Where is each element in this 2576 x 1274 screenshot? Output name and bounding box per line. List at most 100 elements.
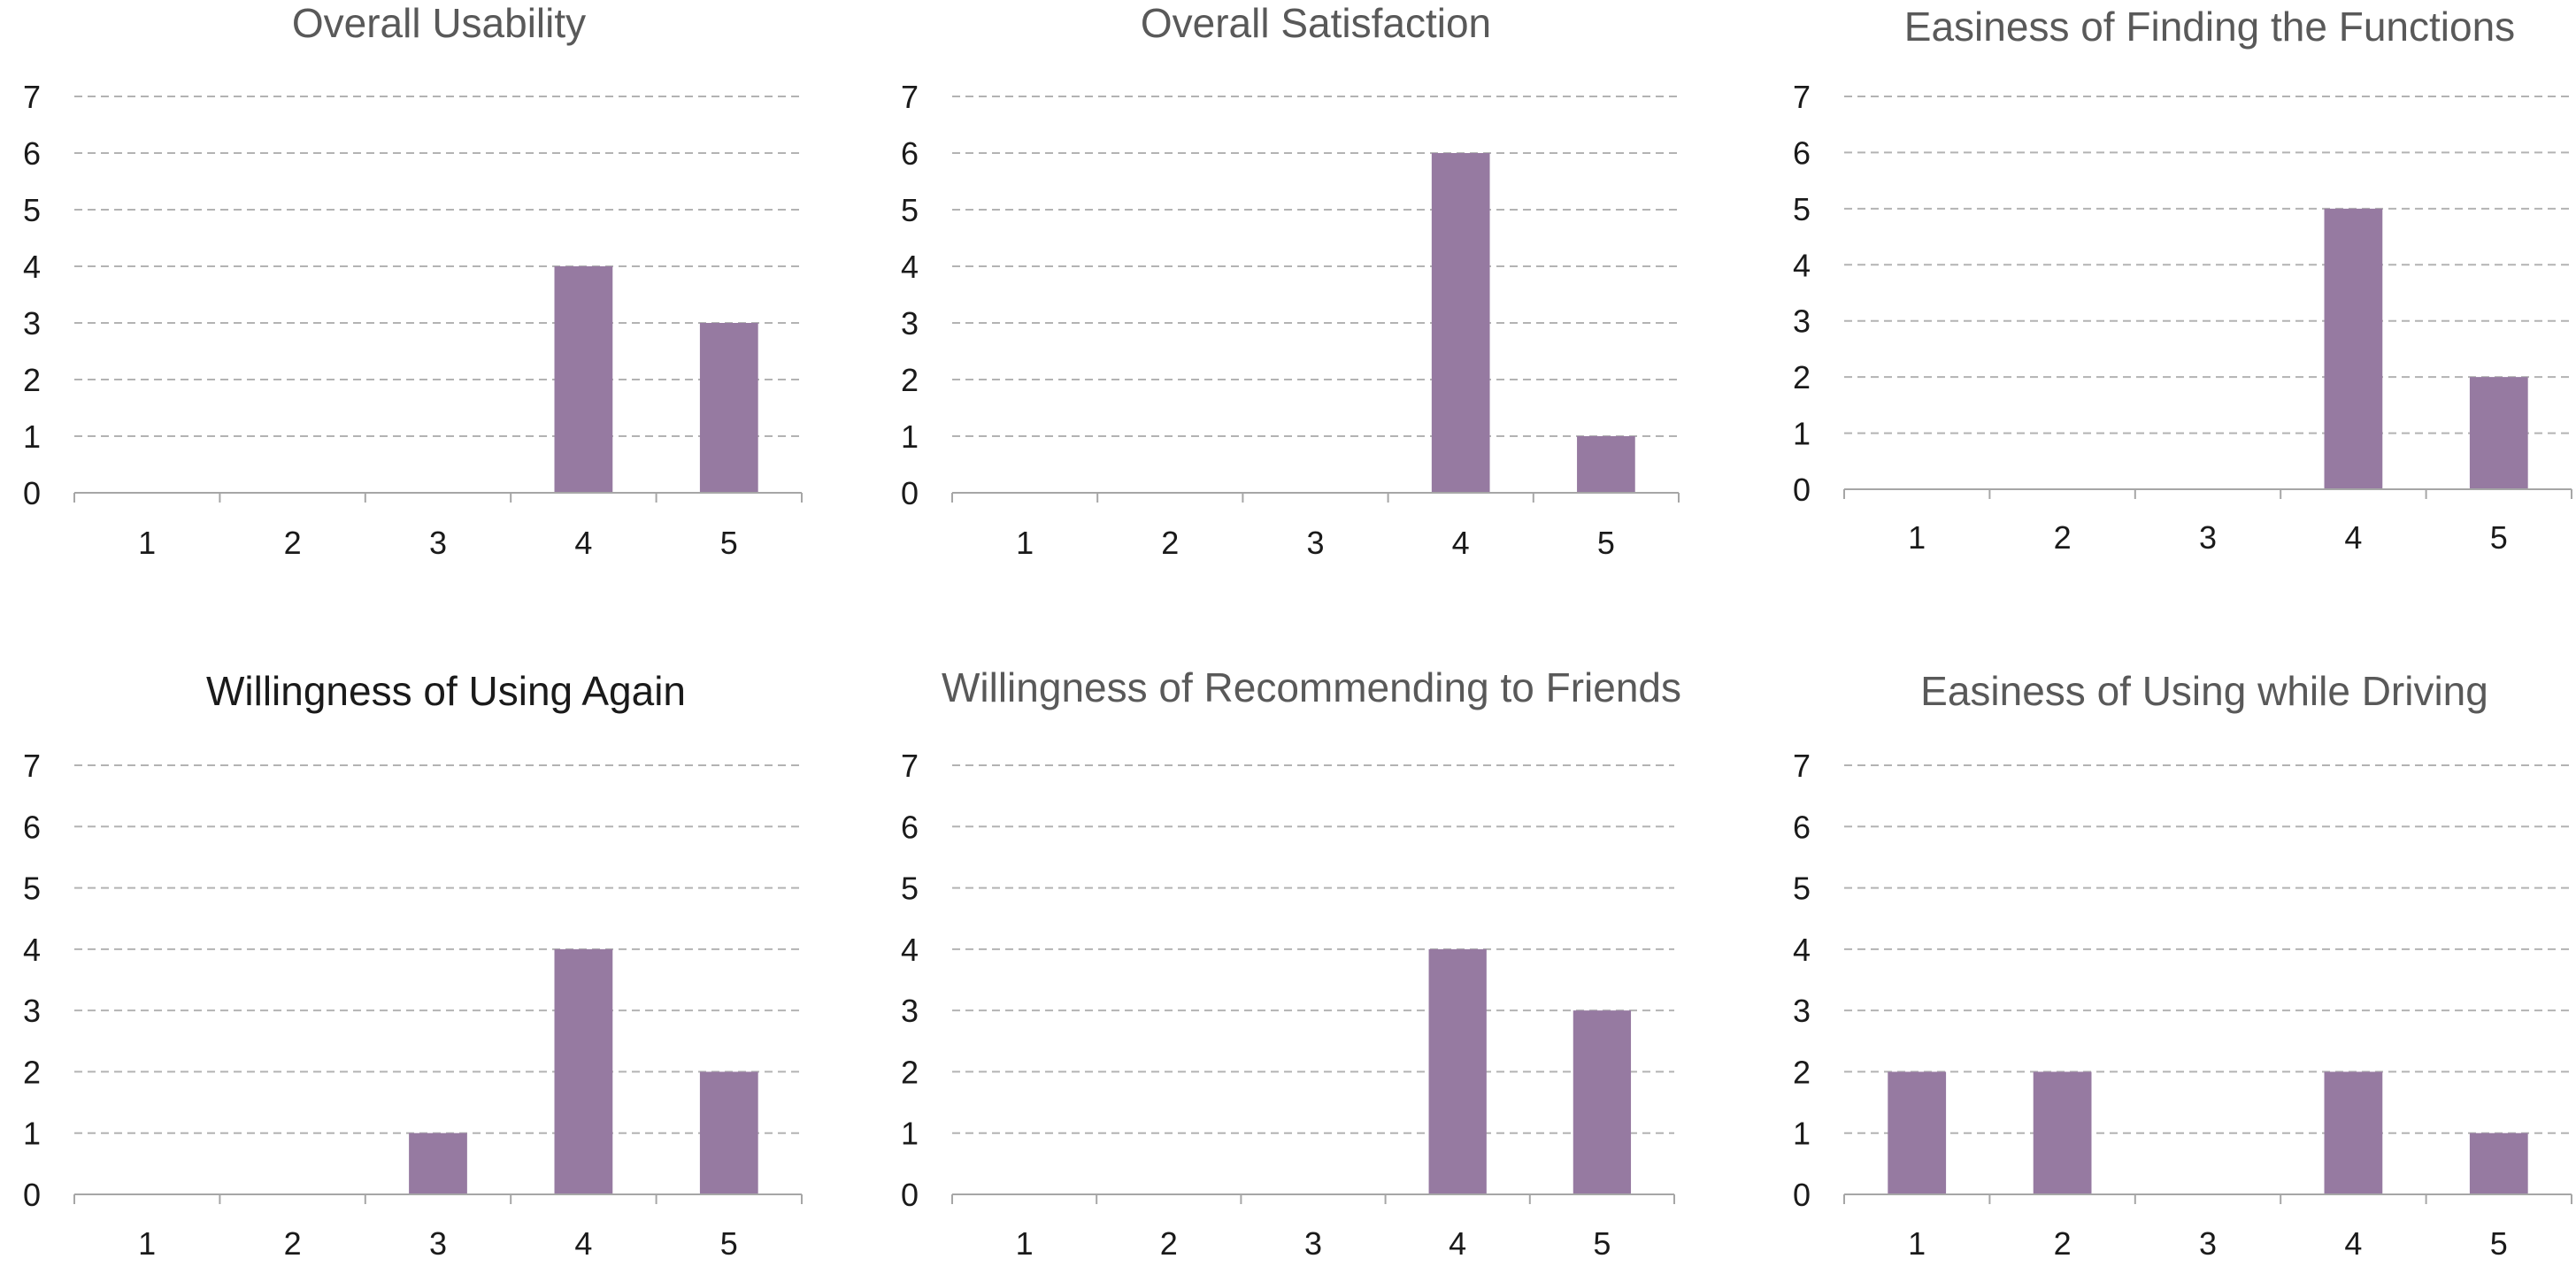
- y-tick-label: 1: [1793, 416, 1811, 452]
- x-tick-label: 2: [1160, 1225, 1178, 1262]
- bar-4: [2324, 1071, 2383, 1194]
- x-tick-label: 5: [2490, 519, 2508, 556]
- y-tick-label: 3: [1793, 993, 1811, 1029]
- bar-5: [699, 1071, 758, 1194]
- y-tick-label: 3: [901, 305, 919, 342]
- y-tick-label: 6: [901, 809, 919, 845]
- y-tick-label: 4: [23, 249, 41, 285]
- bar-1: [1888, 1071, 1947, 1194]
- bar-4: [554, 948, 613, 1194]
- y-tick-label: 6: [901, 135, 919, 172]
- y-tick-label: 2: [23, 1054, 41, 1090]
- y-tick-label: 4: [901, 932, 919, 968]
- x-tick-label: 3: [2199, 1225, 2217, 1262]
- chart-panel-5: Willingness of Recommending to Friends 0 1…: [901, 664, 1681, 1262]
- chart-title: Willingness of Using Again: [206, 668, 686, 714]
- x-tick-label: 1: [1908, 1225, 1926, 1262]
- y-tick-label: 0: [23, 475, 41, 511]
- x-tick-label: 4: [574, 1225, 592, 1262]
- y-tick-label: 0: [901, 475, 919, 511]
- y-tick-label: 7: [901, 748, 919, 784]
- y-tick-label: 6: [1793, 809, 1811, 845]
- y-tick-label: 5: [23, 871, 41, 907]
- bar-4: [1428, 948, 1487, 1194]
- y-tick-label: 5: [1793, 191, 1811, 227]
- bar-5: [699, 323, 758, 493]
- bar-5: [1577, 436, 1635, 493]
- x-tick-label: 5: [1593, 1225, 1611, 1262]
- bar-5: [1573, 1010, 1632, 1194]
- x-tick-label: 4: [2344, 1225, 2362, 1262]
- y-tick-label: 1: [23, 418, 41, 455]
- y-tick-label: 4: [901, 249, 919, 285]
- y-tick-label: 4: [23, 932, 41, 968]
- y-tick-label: 1: [1793, 1116, 1811, 1152]
- chart-panel-6: Easiness of Using while Driving 0 1 2 3 4 5 6 7 1…: [1793, 668, 2572, 1262]
- bar-4: [554, 266, 613, 493]
- y-tick-label: 2: [23, 362, 41, 398]
- x-tick-label: 1: [1016, 1225, 1034, 1262]
- y-tick-label: 2: [1793, 359, 1811, 395]
- y-tick-label: 2: [1793, 1054, 1811, 1090]
- x-tick-label: 5: [720, 1225, 738, 1262]
- x-tick-label: 1: [138, 1225, 156, 1262]
- x-tick-label: 2: [1161, 525, 1179, 561]
- y-tick-label: 7: [1793, 79, 1811, 115]
- x-tick-label: 4: [1452, 525, 1470, 561]
- x-tick-label: 3: [1304, 1225, 1322, 1262]
- chart-panel-1: Overall Usability 0 1 2 3 4 5 6 7 1 2 3 4 5: [23, 0, 803, 561]
- y-tick-label: 3: [23, 993, 41, 1029]
- x-tick-label: 2: [284, 1225, 302, 1262]
- y-tick-label: 6: [23, 809, 41, 845]
- bar-4: [2324, 208, 2383, 489]
- y-tick-label: 7: [1793, 748, 1811, 784]
- chart-title: Easiness of Finding the Functions: [1904, 4, 2515, 50]
- y-tick-label: 6: [1793, 134, 1811, 171]
- y-tick-label: 1: [901, 1116, 919, 1152]
- chart-title: Overall Usability: [292, 0, 586, 46]
- y-tick-label: 0: [1793, 1177, 1811, 1213]
- chart-title: Easiness of Using while Driving: [1920, 668, 2488, 714]
- x-tick-label: 1: [1016, 525, 1034, 561]
- y-tick-label: 1: [23, 1116, 41, 1152]
- y-tick-label: 6: [23, 135, 41, 172]
- y-tick-label: 5: [1793, 871, 1811, 907]
- y-tick-label: 1: [901, 418, 919, 455]
- y-tick-label: 4: [1793, 932, 1811, 968]
- y-tick-label: 5: [901, 871, 919, 907]
- x-tick-label: 5: [1597, 525, 1615, 561]
- y-tick-label: 0: [901, 1177, 919, 1213]
- x-tick-label: 2: [284, 525, 302, 561]
- y-tick-label: 7: [901, 79, 919, 115]
- x-tick-label: 3: [1306, 525, 1324, 561]
- y-tick-label: 3: [1793, 303, 1811, 340]
- x-tick-label: 1: [1908, 519, 1926, 556]
- y-tick-label: 7: [23, 748, 41, 784]
- y-tick-label: 5: [901, 192, 919, 228]
- x-tick-label: 3: [429, 525, 447, 561]
- x-tick-label: 3: [429, 1225, 447, 1262]
- y-tick-label: 5: [23, 192, 41, 228]
- chart-panel-4: Willingness of Using Again 0 1 2 3 4 5 6 7 1 2 3 4 5: [23, 668, 803, 1262]
- x-tick-label: 2: [2054, 519, 2072, 556]
- y-tick-label: 0: [23, 1177, 41, 1213]
- bar-4: [1431, 153, 1490, 493]
- y-tick-label: 0: [1793, 472, 1811, 508]
- y-tick-label: 2: [901, 1054, 919, 1090]
- bar-5: [2469, 1132, 2528, 1194]
- y-tick-label: 3: [23, 305, 41, 342]
- y-tick-label: 7: [23, 79, 41, 115]
- bar-5: [2469, 377, 2528, 489]
- x-tick-label: 1: [138, 525, 156, 561]
- x-tick-label: 5: [2490, 1225, 2508, 1262]
- x-tick-label: 3: [2199, 519, 2217, 556]
- chart-panel-3: Easiness of Finding the Functions 0 1 2 3 4 5 6…: [1793, 4, 2572, 556]
- x-tick-label: 5: [720, 525, 738, 561]
- x-tick-label: 4: [2344, 519, 2362, 556]
- chart-title: Overall Satisfaction: [1141, 0, 1491, 46]
- bar-3: [409, 1132, 467, 1194]
- y-tick-label: 4: [1793, 247, 1811, 283]
- x-tick-label: 4: [1449, 1225, 1466, 1262]
- chart-title: Willingness of Recommending to Friends: [942, 664, 1681, 710]
